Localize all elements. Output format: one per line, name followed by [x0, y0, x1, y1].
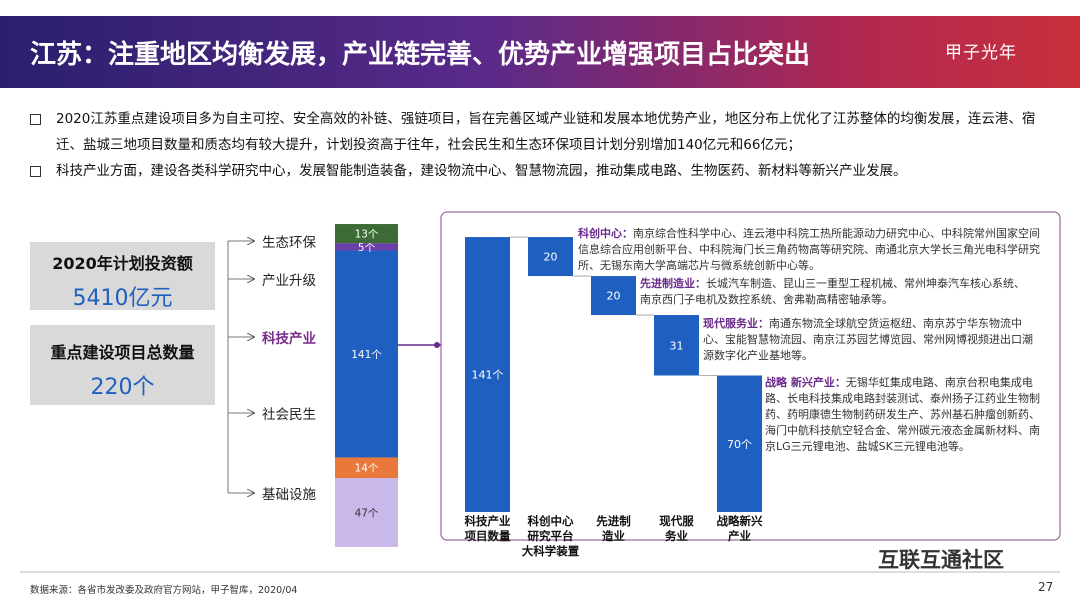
- logo: 甲子光年: [945, 43, 1017, 63]
- stat-box: 2020年计划投资额 5410亿元: [30, 242, 215, 311]
- bar-segment: [335, 250, 398, 458]
- frame: [440, 211, 1061, 541]
- category-label: 科技产业 项目数量: [464, 514, 511, 543]
- value-label: 20: [544, 251, 558, 264]
- category-label: 先进制 造业: [596, 514, 631, 543]
- source: 数据来源：各省市发改委及政府官方网站，甲子智库，2020/04: [30, 585, 298, 596]
- value-label: 141个: [351, 349, 382, 361]
- category-label: 基础设施: [262, 487, 316, 503]
- category-label: 科创中心 研究平台 大科学装置: [521, 514, 580, 558]
- annotation-heading: 先进制造业：: [640, 277, 706, 290]
- annotation-text: 南京综合性科学中心、连云港中科院工热所能源动力研究中心、中科院常州国家空间信息综…: [578, 227, 1040, 272]
- annotation-text: 南通东物流全球航空货运枢纽、南京苏宁华东物流中心、宝能智慧物流园、南京江苏园艺博…: [703, 317, 1033, 362]
- page-number: 27: [1038, 580, 1054, 594]
- bar: [591, 276, 636, 316]
- bullet: 科技产业方面，建设各类科学研究中心，发展智能制造装备，建设物流中心、智慧物流园，…: [30, 158, 1060, 184]
- value-label: 20: [607, 290, 621, 303]
- watermark: 互联互通社区: [878, 548, 1004, 572]
- annotation: 科创中心：南京综合性科学中心、连云港中科院工热所能源动力研究中心、中科院常州国家…: [578, 226, 1048, 274]
- value-label: 14个: [355, 463, 379, 475]
- stat-box: 重点建设项目总数量 220个: [30, 325, 215, 405]
- title: 江苏：注重地区均衡发展，产业链完善、优势产业增强项目占比突出: [30, 40, 811, 70]
- annotation-heading: 战略 新兴产业：: [765, 376, 846, 389]
- connector-dot: [434, 342, 440, 348]
- stat-value: 220个: [90, 375, 155, 400]
- category-label: 科技产业: [262, 331, 316, 347]
- bar: [717, 375, 762, 512]
- bar: [465, 237, 510, 513]
- stat-label: 重点建设项目总数量: [50, 343, 195, 362]
- bar-segment: [335, 457, 398, 479]
- category-label: 产业升级: [262, 273, 316, 289]
- value-label: 47个: [355, 508, 379, 520]
- header-banner: [0, 16, 1080, 88]
- value-label: 31: [670, 339, 684, 352]
- value-label: 141个: [472, 369, 504, 382]
- bar: [654, 315, 699, 376]
- bullet: 2020江苏重点建设项目多为自主可控、安全高效的补链、强链项目，旨在完善区域产业…: [30, 106, 1060, 158]
- bar-segment: [335, 243, 398, 251]
- stat-value: 5410亿元: [72, 286, 173, 311]
- category-label: 现代服 务业: [659, 514, 694, 543]
- category-label: 社会民生: [262, 407, 316, 423]
- value-label: 70个: [727, 438, 752, 451]
- annotation: 先进制造业：长城汽车制造、昆山三一重型工程机械、常州坤泰汽车核心系统、南京西门子…: [640, 276, 1035, 308]
- annotation-text: 无锡华虹集成电路、南京台积电集成电路、长电科技集成电路封装测试、泰州扬子江药业生…: [765, 376, 1040, 453]
- category-label: 战略新兴 产业: [716, 514, 763, 543]
- annotation-text: 长城汽车制造、昆山三一重型工程机械、常州坤泰汽车核心系统、南京西门子电机及数控系…: [640, 277, 1025, 306]
- category-label: 生态环保: [262, 235, 316, 251]
- bar: [528, 237, 573, 277]
- bar-segment: [335, 478, 398, 547]
- annotation: 战略 新兴产业：无锡华虹集成电路、南京台积电集成电路、长电科技集成电路封装测试、…: [765, 375, 1045, 455]
- annotation-heading: 科创中心：: [578, 227, 633, 240]
- bar-segment: [335, 224, 398, 244]
- value-label: 5个: [358, 242, 376, 254]
- value-label: 13个: [355, 229, 379, 241]
- annotation: 现代服务业：南通东物流全球航空货运枢纽、南京苏宁华东物流中心、宝能智慧物流园、南…: [703, 316, 1043, 364]
- annotation-heading: 现代服务业：: [703, 317, 769, 330]
- stat-label: 2020年计划投资额: [52, 254, 193, 273]
